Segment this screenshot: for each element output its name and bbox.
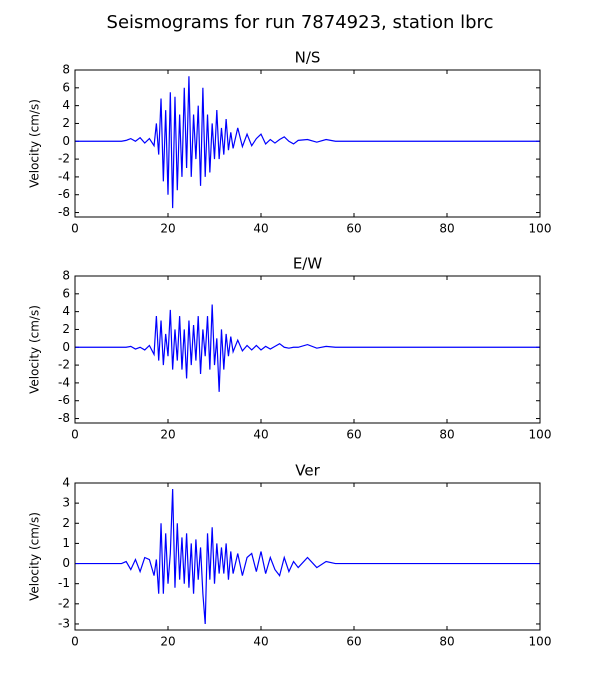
y-tick-label: -3 xyxy=(58,616,70,630)
y-tick-label: -6 xyxy=(58,393,70,407)
y-tick-label: -6 xyxy=(58,187,70,201)
series-line xyxy=(75,76,540,209)
y-tick-label: 0 xyxy=(62,340,70,354)
y-tick-label: 0 xyxy=(62,556,70,570)
y-tick-label: -2 xyxy=(58,596,70,610)
y-tick-label: -4 xyxy=(58,169,70,183)
subplot-title: N/S xyxy=(295,49,321,67)
x-tick-label: 100 xyxy=(529,222,552,236)
y-axis-label: Velocity (cm/s) xyxy=(28,512,42,601)
y-tick-label: 4 xyxy=(62,98,70,112)
figure-title: Seismograms for run 7874923, station lbr… xyxy=(107,12,494,33)
plot-frame xyxy=(74,69,541,218)
x-tick-label: 20 xyxy=(160,222,175,236)
plot-frame xyxy=(74,482,541,631)
x-tick-label: 60 xyxy=(346,222,361,236)
subplot-title: E/W xyxy=(293,255,323,273)
x-tick-label: 20 xyxy=(160,428,175,442)
x-tick-label: 60 xyxy=(346,635,361,649)
y-tick-label: 4 xyxy=(62,476,70,490)
x-tick-label: 80 xyxy=(439,635,454,649)
x-tick-label: 100 xyxy=(529,428,552,442)
y-axis-label: Velocity (cm/s) xyxy=(28,305,42,394)
plot-frame xyxy=(74,275,541,424)
x-tick-label: 0 xyxy=(71,222,79,236)
y-tick-label: -2 xyxy=(58,152,70,166)
y-axis-label: Velocity (cm/s) xyxy=(28,99,42,188)
y-tick-label: 2 xyxy=(62,322,70,336)
y-tick-label: -8 xyxy=(58,205,70,219)
y-tick-label: 3 xyxy=(62,496,70,510)
x-tick-label: 60 xyxy=(346,428,361,442)
y-tick-label: 8 xyxy=(62,63,70,77)
x-tick-label: 40 xyxy=(253,222,268,236)
x-tick-label: 80 xyxy=(439,428,454,442)
y-tick-label: -1 xyxy=(58,576,70,590)
x-tick-label: 40 xyxy=(253,428,268,442)
y-tick-label: 0 xyxy=(62,134,70,148)
x-tick-label: 20 xyxy=(160,635,175,649)
y-tick-label: -8 xyxy=(58,411,70,425)
y-tick-label: 4 xyxy=(62,304,70,318)
y-tick-label: 2 xyxy=(62,516,70,530)
y-tick-label: 6 xyxy=(62,286,70,300)
x-tick-label: 0 xyxy=(71,428,79,442)
y-tick-label: -2 xyxy=(58,358,70,372)
x-tick-label: 100 xyxy=(529,635,552,649)
y-tick-label: 1 xyxy=(62,536,70,550)
x-tick-label: 0 xyxy=(71,635,79,649)
y-tick-label: 6 xyxy=(62,80,70,94)
x-tick-label: 40 xyxy=(253,635,268,649)
y-tick-label: 8 xyxy=(62,269,70,283)
y-tick-label: -4 xyxy=(58,375,70,389)
series-line xyxy=(75,304,540,392)
x-tick-label: 80 xyxy=(439,222,454,236)
subplot-title: Ver xyxy=(295,462,320,480)
series-line xyxy=(75,489,540,625)
y-tick-label: 2 xyxy=(62,116,70,130)
